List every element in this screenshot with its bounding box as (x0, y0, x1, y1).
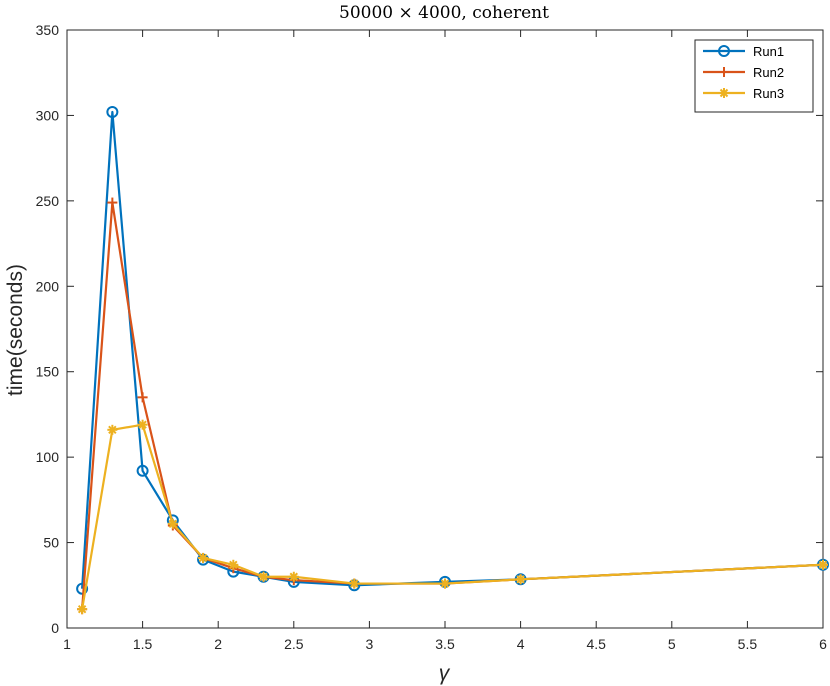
data-point-run3 (137, 419, 148, 430)
y-axis: 0 50 100 150 200 250 300 350 (36, 22, 823, 636)
legend-marker (718, 45, 730, 57)
legend-entry-run2: Run2 (703, 65, 784, 80)
plot-area (66, 29, 824, 629)
y-axis-label: time(seconds) (4, 264, 27, 396)
y-tick-label: 50 (43, 535, 59, 551)
legend-label: Run3 (753, 86, 784, 101)
x-tick-label: 3.5 (435, 636, 455, 652)
series-line-run1 (81, 110, 824, 589)
x-axis-label: γ (439, 662, 451, 685)
data-point-run3 (258, 571, 269, 582)
y-tick-label: 350 (36, 22, 60, 38)
legend-label: Run1 (753, 44, 784, 59)
data-point-run1 (76, 582, 89, 595)
chart-title: 50000 × 4000, coherent (339, 3, 549, 23)
x-tick-label: 2.5 (284, 636, 304, 652)
x-tick-label: 3 (366, 636, 374, 652)
legend: Run1 Run2 Run3 (694, 39, 814, 113)
series-run3 (77, 419, 828, 615)
legend-marker (719, 67, 729, 77)
y-tick-label: 200 (36, 278, 60, 294)
data-point-run2 (137, 392, 148, 403)
series-layer (76, 106, 829, 615)
x-axis: 1 1.5 2 2.5 3 3.5 4 4.5 5 5.5 6 (63, 30, 827, 652)
data-point-run3 (349, 578, 360, 589)
y-tick-label: 100 (36, 449, 60, 465)
legend-entry-run3: Run3 (703, 86, 784, 101)
data-point-run3 (77, 604, 88, 615)
data-point-run3 (107, 424, 118, 435)
data-point-run3 (440, 578, 450, 589)
y-tick-label: 150 (36, 364, 60, 380)
data-point-run3 (228, 559, 239, 570)
data-point-run3 (167, 518, 178, 529)
x-tick-label: 2 (214, 636, 222, 652)
y-tick-label: 250 (36, 193, 60, 209)
y-tick-label: 300 (36, 107, 60, 123)
series-line-run3 (81, 423, 824, 610)
x-tick-label: 4.5 (586, 636, 606, 652)
x-tick-label: 1.5 (133, 636, 153, 652)
data-point-run3 (198, 552, 209, 563)
data-point-run1 (106, 106, 119, 119)
x-tick-label: 1 (63, 636, 71, 652)
data-point-run1 (136, 464, 149, 477)
data-point-run2 (107, 197, 118, 208)
x-tick-label: 5 (668, 636, 676, 652)
legend-entry-run1: Run1 (703, 44, 784, 59)
data-point-run3 (818, 559, 828, 570)
data-point-run3 (515, 574, 526, 585)
legend-marker (719, 88, 729, 98)
y-tick-label: 0 (51, 620, 59, 636)
x-tick-label: 6 (819, 636, 827, 652)
data-point-run3 (288, 571, 299, 582)
legend-label: Run2 (753, 65, 784, 80)
x-tick-label: 5.5 (738, 636, 758, 652)
x-tick-label: 4 (517, 636, 525, 652)
